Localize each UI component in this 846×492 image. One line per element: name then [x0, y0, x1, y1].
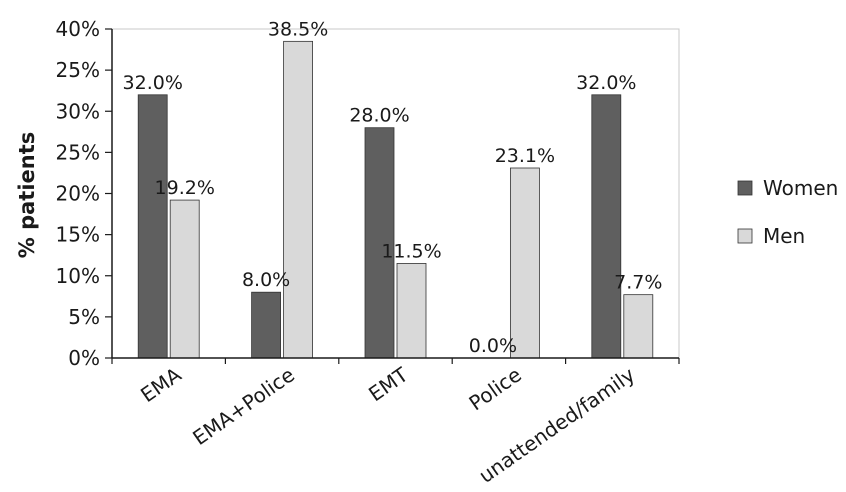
- legend-swatch-women: [737, 180, 753, 196]
- y-tick-label: 5%: [68, 305, 100, 329]
- bar-women-4: [591, 94, 622, 359]
- y-tick-label: 20%: [56, 182, 100, 206]
- bar-men-0: [169, 199, 200, 359]
- legend-swatch-men: [737, 228, 753, 244]
- legend-label-men: Men: [763, 224, 805, 248]
- legend: Women Men: [737, 176, 838, 248]
- data-label-men-0: 19.2%: [155, 177, 215, 199]
- bar-men-2: [396, 263, 427, 359]
- plot-area: [111, 28, 680, 359]
- x-tick-label: EMA+Police: [188, 362, 299, 450]
- bar-women-2: [364, 127, 395, 359]
- y-tick-label: 25%: [56, 58, 100, 82]
- y-tick-label: 0%: [68, 346, 100, 370]
- x-tick-label: EMA: [136, 362, 186, 407]
- data-label-women-4: 32.0%: [576, 72, 636, 94]
- bars-group: [137, 40, 654, 359]
- bar-men-3: [509, 167, 540, 359]
- data-label-women-1: 8.0%: [242, 269, 290, 291]
- y-tick-label: 10%: [56, 264, 100, 288]
- y-tick-label: 30%: [56, 99, 100, 123]
- x-tick-label: Police: [464, 362, 525, 415]
- legend-label-women: Women: [763, 176, 838, 200]
- x-tick-label: EMT: [364, 362, 413, 406]
- bar-men-4: [623, 294, 654, 359]
- data-label-women-2: 28.0%: [349, 105, 409, 127]
- data-label-men-1: 38.5%: [268, 18, 328, 40]
- bar-women-0: [137, 94, 168, 359]
- data-label-women-0: 32.0%: [123, 72, 183, 94]
- y-tick-label: 25%: [56, 140, 100, 164]
- y-tick-label: 40%: [56, 17, 100, 41]
- data-label-men-2: 11.5%: [381, 240, 441, 262]
- y-tick-label: 15%: [56, 223, 100, 247]
- data-label-women-3: 0.0%: [469, 335, 517, 357]
- bar-men-1: [283, 40, 314, 359]
- y-axis-ticks: 0% 5% 10% 15% 20% 25% 30% 25% 40%: [56, 17, 112, 370]
- data-label-men-4: 7.7%: [614, 272, 662, 294]
- data-labels-group: 32.0% 19.2% 8.0% 38.5% 28.0% 11.5% 0.0% 23.1% 32…: [123, 18, 663, 357]
- y-axis-title: % patients: [15, 132, 39, 259]
- bar-women-1: [251, 291, 282, 359]
- data-label-men-3: 23.1%: [495, 145, 555, 167]
